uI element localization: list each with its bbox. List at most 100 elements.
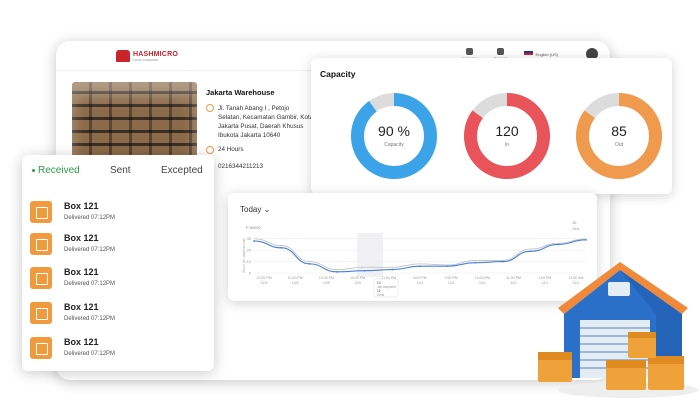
logo-icon	[116, 50, 130, 62]
box-status: Delivered 07:12PM	[64, 281, 116, 287]
list-item[interactable]: Box 121 Delivered 07:12PM	[30, 267, 200, 293]
x-tick-label: 12:00 AM	[569, 276, 584, 280]
data-point	[502, 260, 504, 263]
in-donut: 120 In	[462, 91, 552, 181]
data-point	[363, 269, 366, 272]
series-line	[253, 238, 587, 270]
box-status: Delivered 07:12PM	[64, 316, 116, 322]
tab-label: Received	[38, 165, 80, 176]
warehouse-hours: 24 Hours	[206, 146, 244, 154]
list-item[interactable]: Box 121 Delivered 07:12PM	[30, 233, 200, 259]
data-point	[446, 265, 449, 268]
brand-logo[interactable]: HASHMICRO THINK FORWARD	[116, 50, 178, 62]
package-icon	[30, 233, 52, 255]
data-point	[474, 261, 477, 264]
location-pin-icon	[206, 104, 214, 112]
out-value: 85	[611, 123, 627, 139]
line-chart: P 60000 Stock per day/barcode 0 10 20 30 10:20…	[242, 225, 587, 298]
stock-chart-card: Today ⌄ 30 SLA P 60000 Stock per day/barc…	[228, 193, 597, 301]
data-point	[585, 238, 587, 241]
box-name: Box 121	[64, 302, 99, 312]
box-name: Box 121	[64, 267, 99, 277]
y-unit-label: P 60000	[246, 225, 262, 230]
bell-icon	[466, 48, 474, 55]
data-point	[280, 246, 283, 249]
x-tick-label: 11:00 PM	[381, 276, 396, 280]
in-value: 120	[495, 123, 519, 139]
x-tick-date: 12/1	[541, 281, 548, 285]
x-tick-date: 12/5	[292, 281, 299, 285]
shipment-activity-card: Received Sent Excepted Box 121 Delivered…	[22, 155, 214, 371]
box-status: Delivered 07:12PM	[64, 247, 116, 253]
box-name: Box 121	[64, 337, 99, 347]
clock-icon	[206, 146, 214, 154]
language-selector[interactable]: English (US)	[523, 51, 558, 57]
data-point	[336, 270, 338, 273]
data-point	[253, 240, 255, 242]
legend-item: 30	[572, 221, 577, 225]
capacity-donut: 90 % Capacity	[349, 91, 439, 181]
address-text: Jl. Tanah Abang I , Petojo Selatan, Keca…	[218, 105, 314, 139]
out-label: Out	[614, 142, 624, 148]
hours-text: 24 Hours	[218, 146, 244, 153]
list-item[interactable]: Box 121 Delivered 07:12PM	[30, 337, 200, 363]
list-item[interactable]: Box 121 Delivered 07:12PM	[30, 201, 200, 227]
language-label: English (US)	[535, 51, 558, 57]
legend-item: SLA	[572, 227, 579, 231]
box-name: Box 121	[64, 201, 99, 211]
tab-received[interactable]: Received	[32, 165, 80, 176]
x-tick-label: 10:20 PM	[319, 276, 334, 280]
donut-arc	[464, 93, 550, 179]
y-tick-label: 10	[247, 259, 252, 264]
x-tick-label: 10:20 PM	[257, 276, 272, 280]
package-icon	[30, 302, 52, 324]
x-tick-label: 1:00 PM	[538, 276, 551, 280]
y-tick-label: 0	[249, 270, 252, 275]
brand-tagline: THINK FORWARD	[133, 57, 159, 62]
y-tick-label: 20	[247, 247, 252, 252]
chart-tooltip	[373, 278, 399, 298]
x-tick-label: 10:00 PM	[475, 276, 490, 280]
y-axis-title: Stock per day/barcode	[242, 238, 246, 273]
data-point	[308, 262, 311, 265]
x-tick-date: 12/1	[573, 281, 580, 285]
data-point	[557, 243, 560, 246]
in-label: In	[504, 142, 510, 148]
x-tick-date: 12/5	[261, 281, 268, 285]
package-icon	[30, 201, 52, 223]
chevron-down-icon: ⌄	[263, 205, 271, 214]
box-status: Delivered 07:12PM	[64, 215, 116, 221]
x-tick-date: 12/1	[510, 281, 517, 285]
x-tick-label: 10:00 PM	[350, 276, 365, 280]
brand-name: HASHMICRO	[133, 50, 178, 58]
x-tick-date: 12/5	[354, 281, 361, 285]
warehouse-name: Jakarta Warehouse	[206, 88, 275, 97]
x-tick-label: 11:00 PM	[506, 276, 521, 280]
x-tick-date: 12/5	[323, 281, 330, 285]
capacity-label: Capacity	[384, 142, 404, 148]
list-item[interactable]: Box 121 Delivered 07:12PM	[30, 302, 200, 328]
period-label: Today	[240, 205, 262, 214]
capacity-card: Capacity 90 % Capacity 120 In 85 Out	[311, 58, 672, 194]
tab-excepted[interactable]: Excepted	[161, 165, 203, 176]
donut-arc	[576, 93, 662, 179]
warehouse-phone: 0216344211213	[218, 163, 264, 170]
active-dot-icon	[32, 168, 35, 172]
data-point	[419, 265, 421, 268]
data-point	[529, 250, 532, 253]
package-icon	[30, 267, 52, 289]
box-status: Delivered 07:12PM	[64, 351, 116, 357]
period-dropdown[interactable]: Today ⌄	[240, 205, 270, 214]
tooltip-text: Units	[377, 293, 385, 297]
y-tick-label: 30	[247, 236, 252, 241]
tab-sent[interactable]: Sent	[110, 165, 131, 176]
tooltip-text: Jan shipment	[377, 285, 396, 289]
avatar[interactable]	[586, 48, 598, 60]
x-tick-date: 12/1	[479, 281, 486, 285]
x-tick-label: 10:40 PM	[288, 276, 303, 280]
out-donut: 85 Out	[574, 91, 664, 181]
warehouse-illustration	[538, 262, 698, 398]
chart-legend: 30 SLA	[572, 220, 579, 232]
warehouse-address: Jl. Tanah Abang I , Petojo Selatan, Keca…	[206, 104, 314, 140]
donut-arc	[351, 93, 437, 179]
